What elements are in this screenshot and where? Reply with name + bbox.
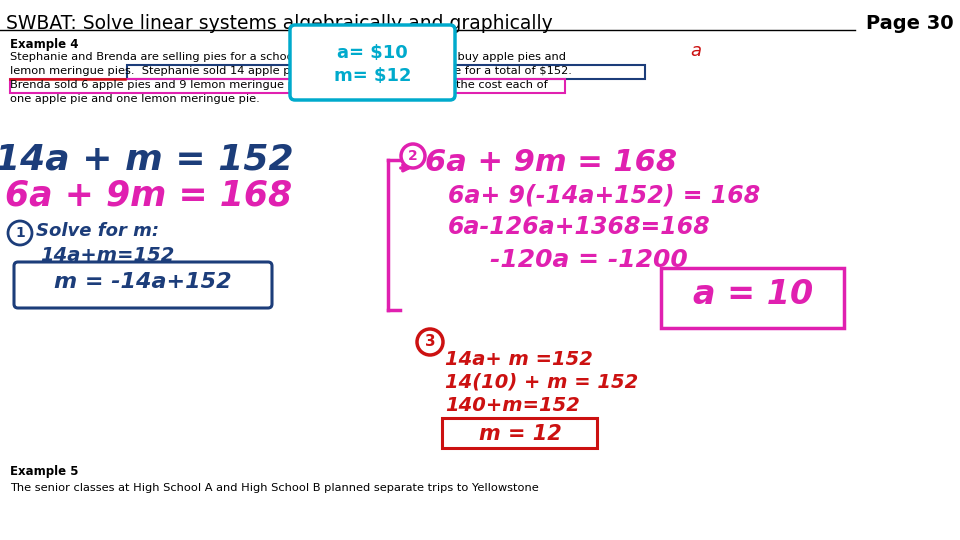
Text: lemon meringue pies.  Stephanie sold 14 apple pies and 1 lemon meringue pie for : lemon meringue pies. Stephanie sold 14 a… (10, 66, 572, 76)
Text: 14a+ m =152: 14a+ m =152 (445, 350, 593, 369)
Text: 6a + 9m = 168: 6a + 9m = 168 (5, 178, 292, 212)
Text: 1: 1 (15, 226, 25, 240)
Text: m = -14a+152: m = -14a+152 (54, 272, 231, 292)
Text: one apple pie and one lemon meringue pie.: one apple pie and one lemon meringue pie… (10, 94, 260, 104)
Text: -120a = -1200: -120a = -1200 (490, 248, 687, 272)
FancyBboxPatch shape (661, 268, 844, 328)
Text: SWBAT: Solve linear systems algebraically and graphically: SWBAT: Solve linear systems algebraicall… (6, 14, 553, 33)
Text: Example 4: Example 4 (10, 38, 79, 51)
Text: 6a-126a+1368=168: 6a-126a+1368=168 (448, 215, 710, 239)
Text: 14a + m = 152: 14a + m = 152 (0, 143, 294, 177)
Bar (442, 418, 597, 448)
Text: 14a+m=152: 14a+m=152 (40, 246, 175, 265)
FancyBboxPatch shape (14, 262, 272, 308)
Text: 2: 2 (408, 149, 418, 163)
Text: Stephanie and Brenda are selling pies for a school fundraiser.  Customers can bu: Stephanie and Brenda are selling pies fo… (10, 52, 566, 62)
Text: Solve for m:: Solve for m: (36, 222, 159, 240)
Text: 140+m=152: 140+m=152 (445, 396, 580, 415)
Text: Brenda sold 6 apple pies and 9 lemon meringue pies for a total of $168.  Find th: Brenda sold 6 apple pies and 9 lemon mer… (10, 80, 548, 90)
Text: 6a + 9m = 168: 6a + 9m = 168 (425, 148, 677, 177)
Text: m = 12: m = 12 (479, 424, 562, 444)
Text: The senior classes at High School A and High School B planned separate trips to : The senior classes at High School A and … (10, 483, 539, 493)
Text: Example 5: Example 5 (10, 465, 79, 478)
Text: 6a+ 9(-14a+152) = 168: 6a+ 9(-14a+152) = 168 (448, 184, 760, 208)
Text: a = 10: a = 10 (693, 278, 813, 311)
FancyBboxPatch shape (290, 25, 455, 100)
Text: a= $10: a= $10 (337, 44, 408, 62)
Bar (10, 79, 565, 93)
Text: a: a (690, 42, 701, 60)
Bar (127, 65, 645, 79)
Text: m= $12: m= $12 (334, 67, 411, 85)
Text: 14(10) + m = 152: 14(10) + m = 152 (445, 373, 638, 392)
Text: 3: 3 (424, 334, 435, 349)
Text: Page 30: Page 30 (866, 14, 954, 33)
